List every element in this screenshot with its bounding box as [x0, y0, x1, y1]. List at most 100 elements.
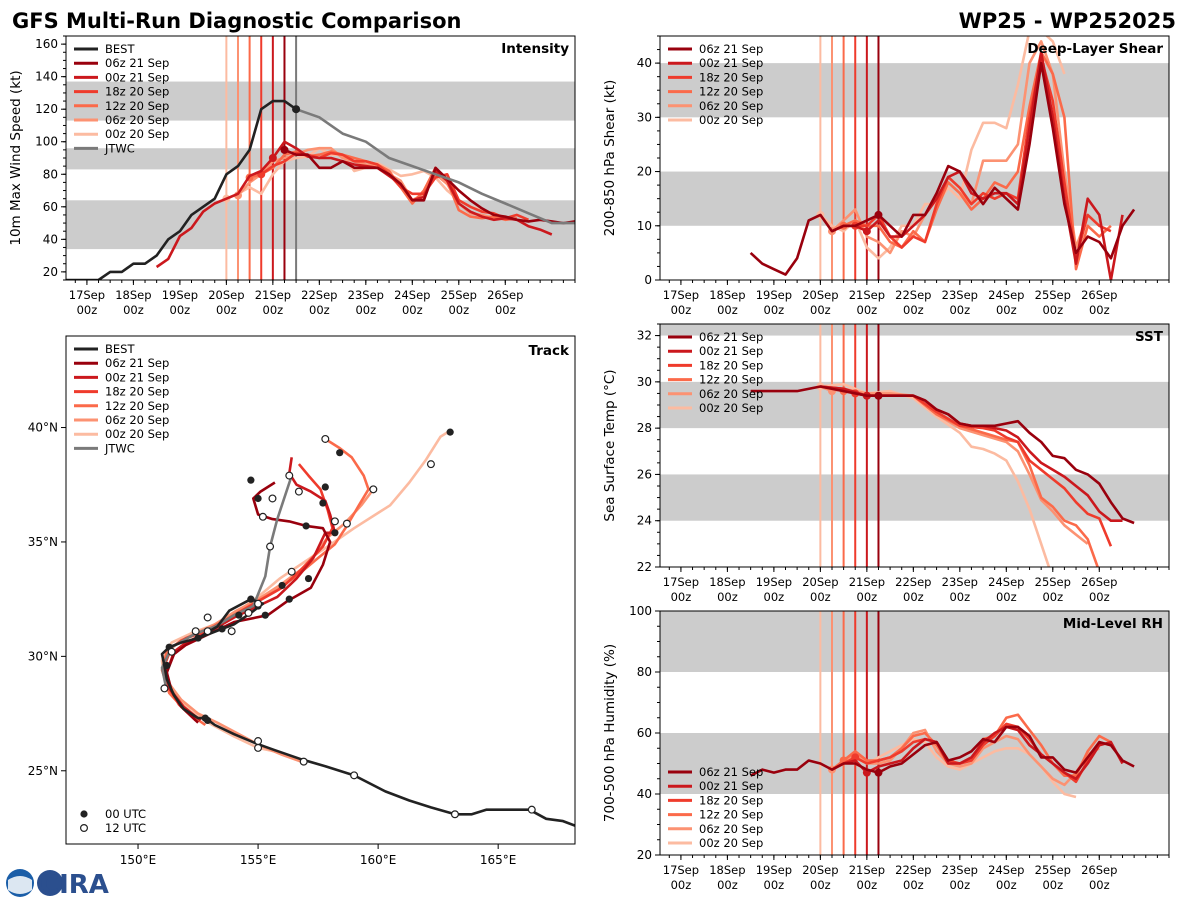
- sst-xtick-day-2: 19Sep: [756, 575, 792, 589]
- track-point-12utc-18: [160, 684, 169, 693]
- track-series-jtwc: [160, 475, 293, 691]
- intensity-ytick-label-140: 140: [35, 70, 58, 84]
- track-point-12utc-15: [203, 627, 212, 636]
- rh-xtick-hour-0: 00z: [671, 878, 692, 892]
- legend-label-06z-20-sep: 06z 20 Sep: [699, 99, 763, 113]
- legend-label-00z-21-sep: 00z 21 Sep: [699, 344, 763, 358]
- shear-xtick-day-4: 21Sep: [849, 288, 885, 302]
- legend-label-00z-20-sep: 00z 20 Sep: [105, 427, 169, 441]
- track-point-12utc-20: [254, 743, 263, 752]
- track-point-00utc-9: [261, 611, 269, 619]
- track-ytick-label-25: 25°N: [28, 764, 58, 778]
- shear-xtick-day-6: 23Sep: [942, 288, 978, 302]
- intensity-xtick-hour-7: 00z: [402, 303, 423, 317]
- legend-marker-12utc: [79, 823, 88, 832]
- track-point-00utc-4: [336, 449, 344, 457]
- track-point-12utc-11: [254, 599, 263, 608]
- sst-xtick-day-9: 26Sep: [1081, 575, 1117, 589]
- intensity-xtick-day-6: 23Sep: [348, 288, 384, 302]
- track-ytick-label-40: 40°N: [28, 421, 58, 435]
- sst-point-06z-21-sep-0: [874, 391, 883, 400]
- legend-label-00z-21-sep: 00z 21 Sep: [699, 779, 763, 793]
- sst-xtick-hour-6: 00z: [949, 590, 970, 604]
- track-ytick-label-35: 35°N: [28, 535, 58, 549]
- rh-band-1: [660, 611, 1169, 672]
- rh-ytick-label-80: 80: [637, 665, 652, 679]
- shear-point-06z-21-sep-0: [874, 210, 883, 219]
- track-point-12utc-10: [287, 567, 296, 576]
- sst-xtick-day-8: 25Sep: [1035, 575, 1071, 589]
- sst-ytick-label-22: 22: [637, 560, 652, 574]
- legend-label-00z-20-sep: 00z 20 Sep: [699, 836, 763, 850]
- intensity-xtick-day-8: 25Sep: [441, 288, 477, 302]
- track-point-00utc-20: [304, 574, 313, 583]
- track-point-12utc-21: [299, 757, 308, 766]
- legend-label-00z-21-sep: 00z 21 Sep: [699, 56, 763, 70]
- rh-ytick-label-100: 100: [629, 604, 652, 618]
- shear-panel: 01020304017Sep00z18Sep00z19Sep00z20Sep00…: [602, 35, 1170, 317]
- intensity-xtick-day-3: 20Sep: [208, 288, 244, 302]
- intensity-xtick-hour-4: 00z: [263, 303, 284, 317]
- intensity-xtick-day-0: 17Sep: [69, 288, 105, 302]
- sst-panel: 22242628303217Sep00z18Sep00z19Sep00z20Se…: [602, 323, 1170, 604]
- sst-xtick-hour-9: 00z: [1089, 590, 1110, 604]
- legend-label-12z-20-sep: 12z 20 Sep: [699, 85, 763, 99]
- rh-xtick-hour-4: 00z: [857, 878, 878, 892]
- rh-point-18z-20-sep-0: [851, 753, 860, 762]
- legend-label-18z-20-sep: 18z 20 Sep: [699, 358, 763, 372]
- rh-panel: 2040608010017Sep00z18Sep00z19Sep00z20Sep…: [602, 604, 1170, 892]
- sst-panel-title: SST: [1135, 329, 1164, 345]
- intensity-panel-title: Intensity: [501, 41, 569, 57]
- intensity-xtick-day-5: 22Sep: [301, 288, 337, 302]
- legend-label-00z-20-sep: 00z 20 Sep: [699, 401, 763, 415]
- legend-label-jtwc: JTWC: [104, 441, 135, 455]
- legend-label-18z-20-sep: 18z 20 Sep: [699, 70, 763, 84]
- rh-xtick-day-9: 26Sep: [1081, 863, 1117, 877]
- shear-xtick-day-2: 19Sep: [756, 288, 792, 302]
- legend-label-06z-21-sep: 06z 21 Sep: [699, 330, 763, 344]
- shear-ytick-label-10: 10: [637, 219, 652, 233]
- rh-series-06z-21-sep: [749, 725, 1135, 777]
- intensity-xtick-day-9: 26Sep: [487, 288, 523, 302]
- legend-label-12utc: 12 UTC: [105, 821, 146, 835]
- intensity-xtick-hour-8: 00z: [448, 303, 469, 317]
- rh-xtick-hour-1: 00z: [717, 878, 738, 892]
- legend-label-12z-20-sep: 12z 20 Sep: [105, 399, 169, 413]
- rh-xtick-day-1: 18Sep: [709, 863, 745, 877]
- intensity-series-best: [66, 99, 297, 280]
- legend-label-12z-20-sep: 12z 20 Sep: [105, 99, 169, 113]
- track-xtick-label-160: 160°E: [360, 853, 397, 867]
- legend-label-18z-20-sep: 18z 20 Sep: [105, 85, 169, 99]
- legend-label-00z-20-sep: 00z 20 Sep: [105, 127, 169, 141]
- globe-icon: [37, 870, 63, 896]
- sst-data-area: [750, 324, 1135, 567]
- track-point-12utc-19: [254, 737, 263, 746]
- rh-xtick-hour-9: 00z: [1089, 878, 1110, 892]
- sst-xtick-hour-0: 00z: [671, 590, 692, 604]
- intensity-xtick-day-4: 21Sep: [255, 288, 291, 302]
- shear-data-area: [749, 36, 1136, 280]
- rh-series-06z-20-sep: [831, 728, 1100, 787]
- sst-xtick-day-6: 23Sep: [942, 575, 978, 589]
- sst-xtick-day-4: 21Sep: [849, 575, 885, 589]
- shear-xtick-hour-0: 00z: [671, 303, 692, 317]
- track-point-12utc-13: [227, 627, 236, 636]
- intensity-xtick-day-2: 19Sep: [162, 288, 198, 302]
- shear-xtick-day-5: 22Sep: [895, 288, 931, 302]
- shear-xtick-hour-6: 00z: [949, 303, 970, 317]
- rh-ytick-label-20: 20: [637, 848, 652, 862]
- legend-label-best: BEST: [105, 342, 135, 356]
- sst-ytick-label-30: 30: [637, 375, 652, 389]
- legend-label-06z-21-sep: 06z 21 Sep: [699, 42, 763, 56]
- sst-ylabel: Sea Surface Temp (°C): [602, 369, 618, 521]
- legend-label-06z-21-sep: 06z 21 Sep: [105, 56, 169, 70]
- legend-label-00utc: 00 UTC: [105, 807, 146, 821]
- shear-xtick-hour-5: 00z: [903, 303, 924, 317]
- track-panel: 150°E 155°E 160°E 165°E 25°N 30°N 35°N 40°N Trac…: [28, 335, 576, 867]
- sst-xtick-hour-4: 00z: [857, 590, 878, 604]
- noaa-gull-icon: [8, 876, 32, 894]
- legend-label-06z-21-sep: 06z 21 Sep: [699, 765, 763, 779]
- shear-xtick-day-7: 24Sep: [988, 288, 1024, 302]
- track-point-00utc-12: [194, 634, 202, 642]
